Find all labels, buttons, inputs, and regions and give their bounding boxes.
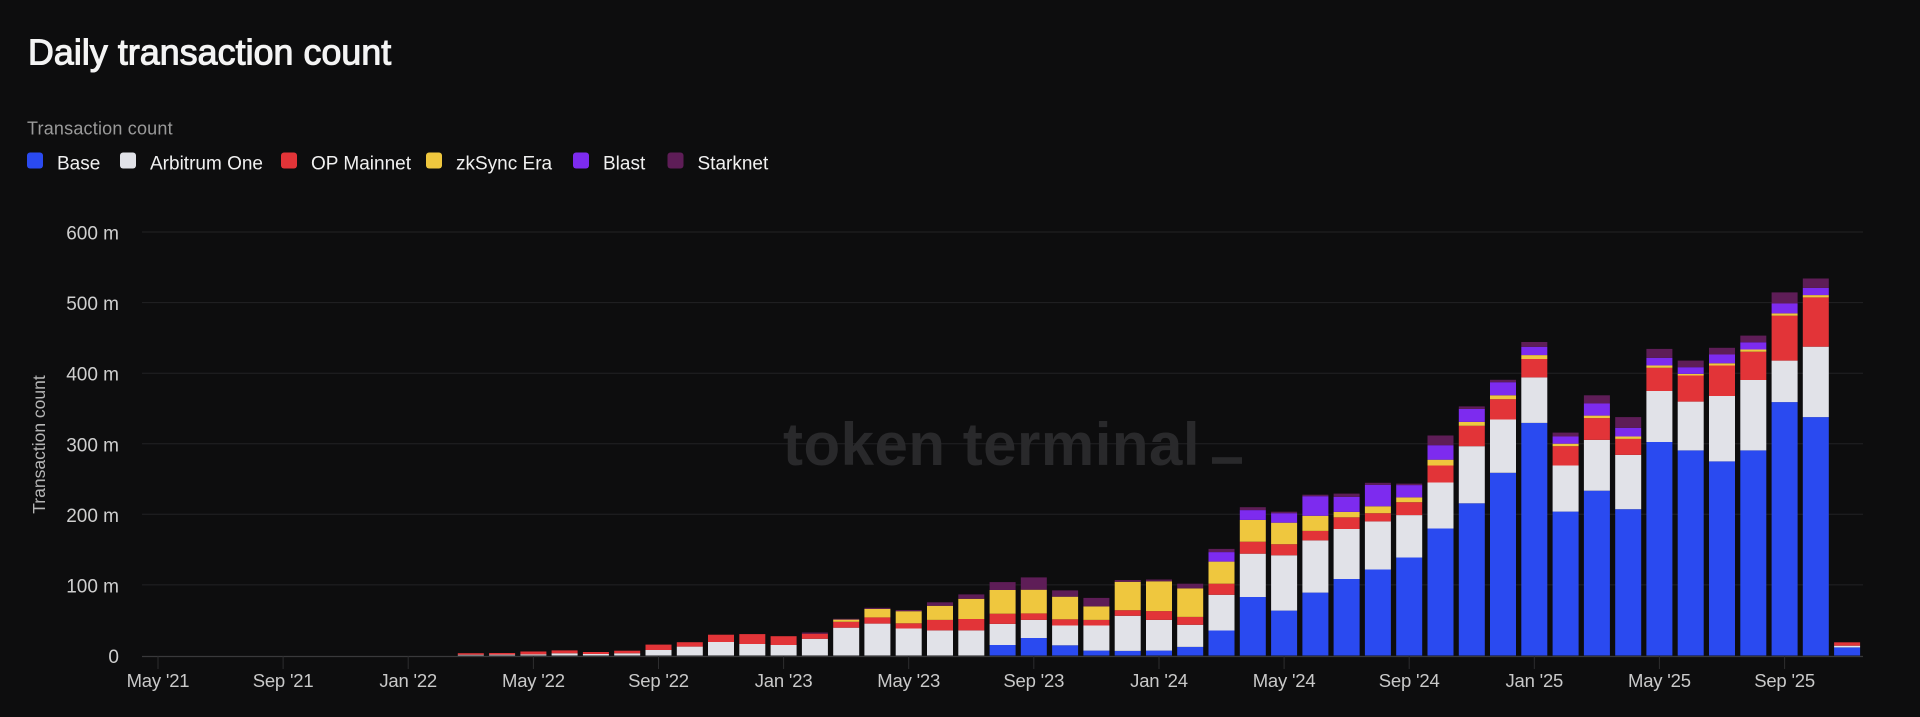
svg-text:Sep '22: Sep '22: [628, 670, 689, 691]
svg-text:Jan '25: Jan '25: [1505, 670, 1563, 691]
svg-text:Blast: Blast: [603, 154, 646, 175]
svg-text:token terminal: token terminal: [783, 411, 1200, 478]
svg-text:300 m: 300 m: [66, 435, 119, 456]
svg-text:OP Mainnet: OP Mainnet: [311, 154, 412, 175]
svg-text:zkSync Era: zkSync Era: [456, 154, 553, 175]
svg-text:Sep '24: Sep '24: [1379, 670, 1440, 691]
svg-text:Transaction count: Transaction count: [27, 119, 173, 139]
svg-text:Sep '23: Sep '23: [1003, 670, 1064, 691]
svg-text:0: 0: [108, 647, 119, 668]
svg-text:Sep '21: Sep '21: [253, 670, 314, 691]
svg-text:400 m: 400 m: [66, 365, 119, 386]
svg-text:Daily transaction count: Daily transaction count: [28, 33, 391, 73]
svg-text:May '25: May '25: [1628, 670, 1691, 691]
svg-text:Arbitrum One: Arbitrum One: [150, 154, 263, 175]
svg-text:May '21: May '21: [127, 670, 190, 691]
svg-text:200 m: 200 m: [66, 506, 119, 527]
svg-text:Transaction count: Transaction count: [29, 375, 49, 514]
svg-text:600 m: 600 m: [66, 224, 119, 245]
svg-text:Sep '25: Sep '25: [1754, 670, 1815, 691]
svg-text:May '22: May '22: [502, 670, 565, 691]
svg-text:Jan '22: Jan '22: [379, 670, 437, 691]
svg-text:May '24: May '24: [1253, 670, 1316, 691]
svg-text:May '23: May '23: [877, 670, 940, 691]
svg-text:Base: Base: [57, 154, 100, 175]
svg-text:100 m: 100 m: [66, 576, 119, 597]
svg-text:Jan '24: Jan '24: [1130, 670, 1188, 691]
svg-text:Jan '23: Jan '23: [755, 670, 813, 691]
svg-text:Starknet: Starknet: [698, 154, 769, 175]
svg-text:500 m: 500 m: [66, 294, 119, 315]
